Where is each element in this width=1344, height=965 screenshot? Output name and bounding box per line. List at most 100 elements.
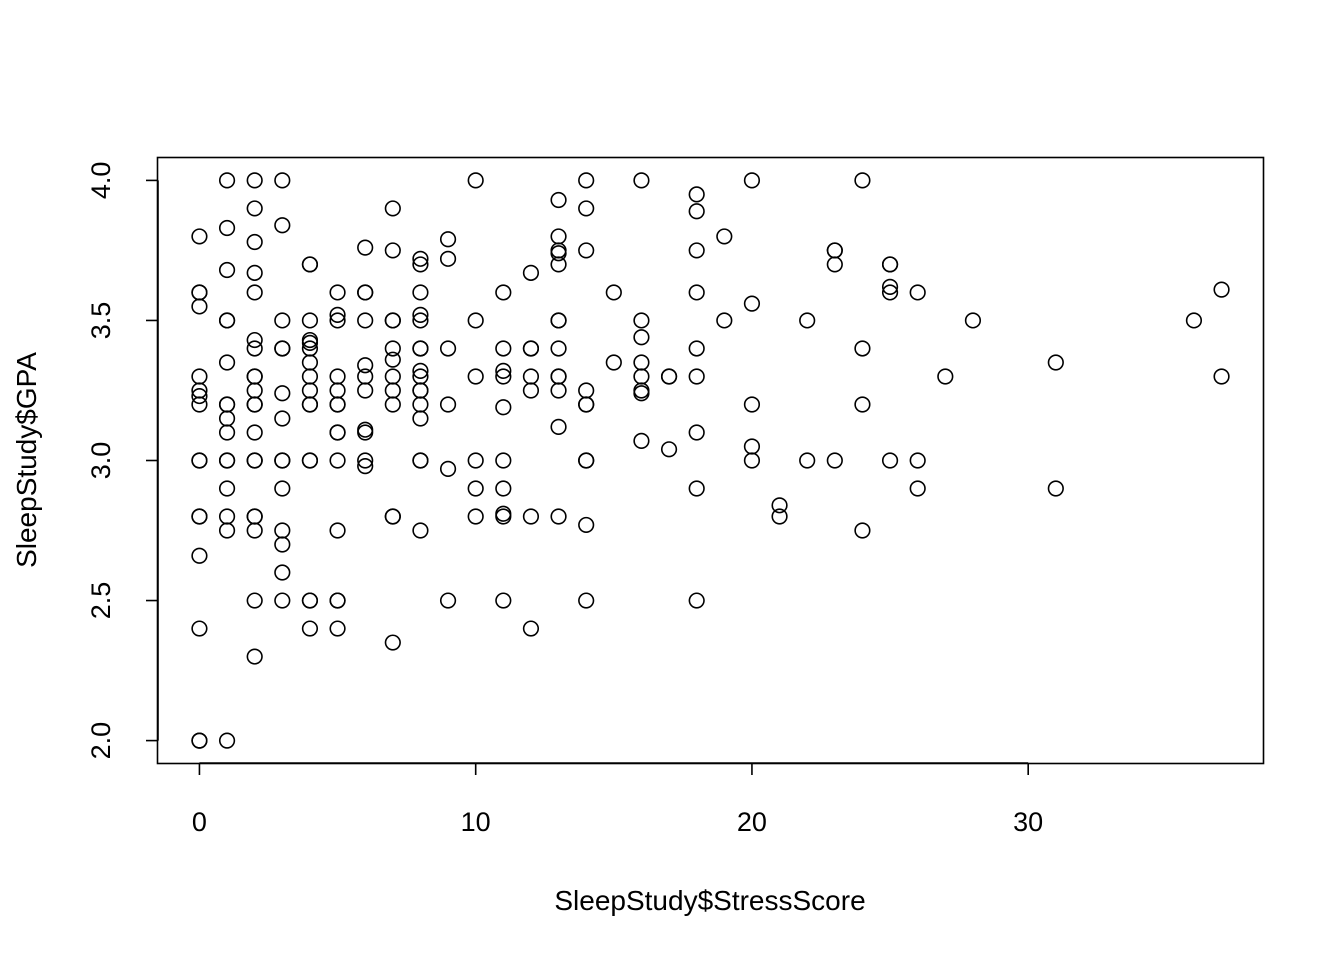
data-point bbox=[467, 172, 484, 189]
data-point bbox=[854, 172, 871, 189]
data-point bbox=[412, 410, 429, 427]
data-point bbox=[743, 172, 761, 189]
data-point bbox=[467, 452, 484, 469]
data-point bbox=[301, 396, 319, 413]
data-point bbox=[688, 368, 705, 385]
data-point bbox=[937, 368, 954, 385]
data-point bbox=[412, 340, 429, 357]
data-point bbox=[246, 264, 263, 281]
data-point bbox=[522, 508, 540, 525]
data-point bbox=[357, 284, 374, 301]
data-point bbox=[191, 396, 208, 413]
data-point bbox=[826, 256, 843, 273]
y-tick-label: 4.0 bbox=[86, 162, 116, 200]
data-point bbox=[218, 480, 236, 497]
data-point bbox=[550, 382, 567, 399]
y-tick-label: 3.0 bbox=[86, 442, 116, 480]
data-point bbox=[688, 592, 705, 609]
data-point bbox=[660, 368, 678, 385]
data-point bbox=[578, 516, 595, 534]
data-point bbox=[301, 312, 319, 329]
data-point bbox=[633, 385, 650, 402]
data-point bbox=[1213, 368, 1230, 385]
data-point bbox=[688, 480, 705, 497]
data-point bbox=[274, 480, 291, 497]
data-point bbox=[246, 284, 263, 301]
data-point bbox=[301, 452, 319, 469]
data-point bbox=[274, 410, 291, 427]
data-point bbox=[357, 382, 374, 399]
data-point bbox=[578, 200, 595, 217]
data-point bbox=[246, 452, 263, 469]
data-point bbox=[495, 284, 512, 301]
data-point bbox=[246, 396, 263, 413]
data-point bbox=[384, 351, 401, 368]
data-point bbox=[799, 312, 816, 329]
data-point bbox=[218, 219, 236, 237]
data-point bbox=[329, 306, 346, 323]
data-point bbox=[716, 312, 733, 329]
data-point bbox=[688, 424, 705, 441]
x-tick-label: 0 bbox=[192, 807, 207, 837]
data-point bbox=[218, 452, 236, 469]
data-point bbox=[633, 312, 650, 329]
data-point bbox=[605, 284, 622, 301]
data-point bbox=[439, 340, 457, 357]
data-point bbox=[743, 295, 761, 312]
data-point bbox=[384, 242, 401, 259]
data-point bbox=[329, 592, 346, 609]
data-point bbox=[439, 460, 457, 478]
data-point bbox=[909, 480, 926, 497]
data-point bbox=[633, 172, 650, 189]
data-point bbox=[301, 620, 319, 637]
data-point bbox=[191, 298, 208, 315]
data-point bbox=[688, 203, 705, 220]
data-point bbox=[246, 648, 263, 665]
data-point bbox=[274, 592, 291, 609]
data-point bbox=[218, 261, 236, 279]
data-point bbox=[881, 452, 899, 469]
data-point bbox=[274, 172, 291, 189]
x-axis-title: SleepStudy$StressScore bbox=[554, 885, 865, 916]
data-point bbox=[688, 186, 705, 203]
data-point bbox=[357, 458, 374, 475]
data-point bbox=[578, 172, 595, 189]
data-point bbox=[274, 217, 291, 234]
data-point bbox=[522, 340, 540, 357]
data-point bbox=[550, 191, 567, 209]
data-point bbox=[246, 424, 263, 441]
data-point bbox=[881, 256, 899, 273]
data-point bbox=[357, 452, 374, 469]
data-point bbox=[881, 284, 899, 301]
data-point bbox=[191, 228, 208, 245]
y-tick-label: 2.5 bbox=[86, 582, 116, 620]
x-axis: 0 10 20 30 bbox=[192, 762, 1043, 837]
data-point bbox=[412, 452, 429, 469]
data-point bbox=[716, 228, 733, 245]
data-point bbox=[550, 418, 567, 435]
data-point bbox=[191, 387, 208, 405]
data-point bbox=[578, 452, 595, 469]
data-point bbox=[384, 200, 401, 217]
data-point bbox=[218, 522, 236, 539]
y-axis: 2.0 2.5 3.0 3.5 4.0 bbox=[86, 162, 159, 759]
data-point bbox=[660, 441, 678, 458]
data-point bbox=[771, 497, 788, 514]
data-point bbox=[412, 256, 429, 273]
data-point bbox=[495, 452, 512, 469]
data-point bbox=[495, 592, 512, 609]
data-point bbox=[246, 200, 263, 217]
data-point bbox=[550, 256, 567, 273]
data-point bbox=[384, 312, 401, 329]
data-point bbox=[301, 334, 319, 351]
data-point bbox=[384, 508, 401, 525]
data-point bbox=[633, 432, 650, 449]
data-point bbox=[495, 399, 512, 416]
data-point bbox=[522, 264, 540, 281]
data-point bbox=[688, 340, 705, 357]
data-point bbox=[550, 508, 567, 525]
data-point bbox=[854, 522, 871, 539]
data-point bbox=[412, 522, 429, 539]
data-point bbox=[191, 732, 208, 749]
